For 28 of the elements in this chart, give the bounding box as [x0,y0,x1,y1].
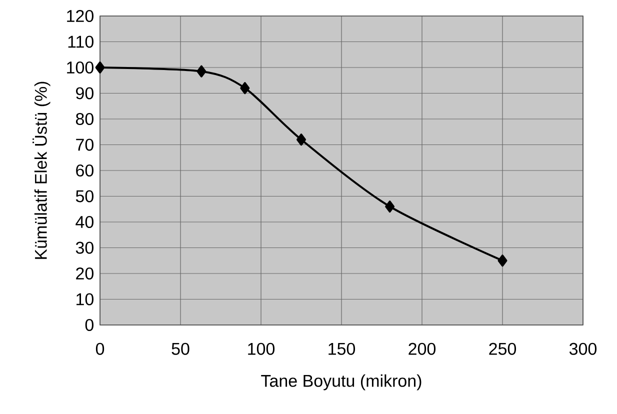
x-tick-label: 50 [172,342,190,355]
x-tick-label: 300 [569,342,597,355]
point [296,134,306,146]
point [385,200,395,213]
y-tick-label: 0 [85,318,94,332]
x-tick-label: 0 [96,342,104,355]
y-tick-label: 70 [76,138,94,151]
x-axis-title: Tane Boyutu (mikron) [261,374,422,390]
y-tick-label: 120 [67,10,94,22]
x-tick-label: 100 [248,342,275,355]
x-tick-label: 250 [489,342,516,355]
y-tick-label: 80 [76,112,94,126]
x-tick-label: 150 [328,342,356,355]
y-tick-label: 90 [76,87,94,100]
y-tick-label: 30 [76,242,94,254]
y-tick-label: 110 [68,36,94,48]
point [95,61,105,74]
y-tick-label: 60 [76,164,94,177]
point [240,82,250,94]
y-tick-label: 100 [67,61,94,74]
x-tick-label: 200 [408,342,436,355]
y-tick-label: 10 [76,293,94,306]
point [498,254,508,267]
y-tick-label: 40 [76,216,94,228]
y-tick-label: 50 [76,190,94,202]
y-tick-label: 20 [76,267,94,280]
y-axis-title: Kümülatif Elek Üstü (%) [32,82,50,259]
point [196,65,206,78]
